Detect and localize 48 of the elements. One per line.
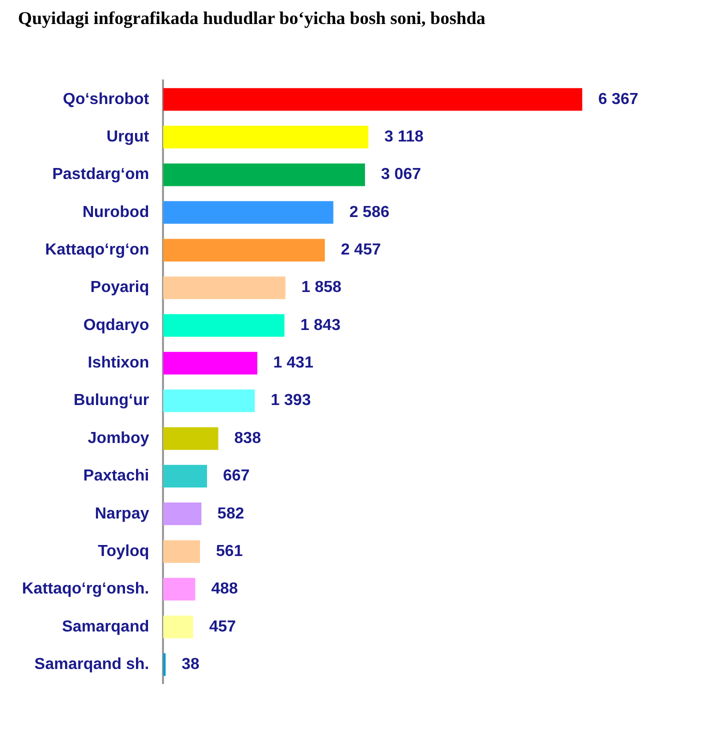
data-label: 1 393 — [270, 392, 311, 410]
data-label: 1 431 — [273, 354, 314, 372]
bar — [163, 126, 368, 148]
bar — [163, 540, 200, 563]
y-tick-label: Poyariq — [90, 279, 150, 296]
data-label: 457 — [209, 618, 236, 636]
data-label: 561 — [216, 542, 243, 560]
data-label: 1 858 — [301, 279, 342, 296]
data-label: 3 067 — [380, 166, 422, 184]
y-tick-label: Samarqand — [62, 618, 150, 636]
bar — [163, 616, 194, 638]
bar — [163, 238, 325, 262]
data-label: 6 367 — [598, 90, 638, 108]
y-tick-label: Nurobod — [82, 204, 150, 221]
y-tick-label: Paxtachi — [83, 468, 150, 485]
y-tick-label: Samarqand sh. — [34, 656, 150, 673]
bar — [163, 314, 284, 337]
y-tick-label: Jomboy — [88, 430, 150, 447]
data-label: 3 118 — [384, 128, 424, 146]
data-label: 488 — [211, 580, 238, 598]
bar — [163, 276, 286, 300]
y-tick-label: Kattaqo‘rg‘onsh. — [22, 580, 150, 598]
bar — [163, 464, 208, 488]
data-label: 1 843 — [300, 316, 341, 334]
bar — [163, 201, 334, 224]
bar — [163, 352, 258, 374]
bar — [163, 88, 582, 111]
y-tick-label: Qo‘shrobot — [62, 90, 150, 108]
data-label: 667 — [223, 468, 250, 485]
y-tick-label: Oqdaryo — [83, 316, 150, 334]
data-label: 2 457 — [340, 242, 381, 259]
chart-title: Quyidagi infografikada hududlar bo‘yicha bosh soni, boshda — [18, 8, 486, 29]
bar — [163, 502, 202, 526]
data-label: 38 — [182, 656, 200, 673]
y-tick-label: Narpay — [94, 505, 150, 522]
bar — [163, 390, 255, 412]
data-label: 2 586 — [349, 204, 390, 221]
bar — [163, 578, 196, 601]
bar — [163, 163, 365, 186]
y-tick-label: Bulung‘ur — [74, 392, 150, 410]
data-label: 838 — [234, 430, 262, 447]
y-tick-label: Pastdarg‘om — [52, 166, 150, 184]
bar — [163, 427, 218, 450]
y-tick-label: Ishtixon — [88, 354, 150, 372]
data-label: 582 — [217, 505, 244, 522]
y-tick-label: Urgut — [106, 128, 150, 146]
y-tick-label: Kattaqo‘rg‘on — [45, 242, 150, 259]
y-tick-label: Toyloq — [98, 542, 150, 560]
